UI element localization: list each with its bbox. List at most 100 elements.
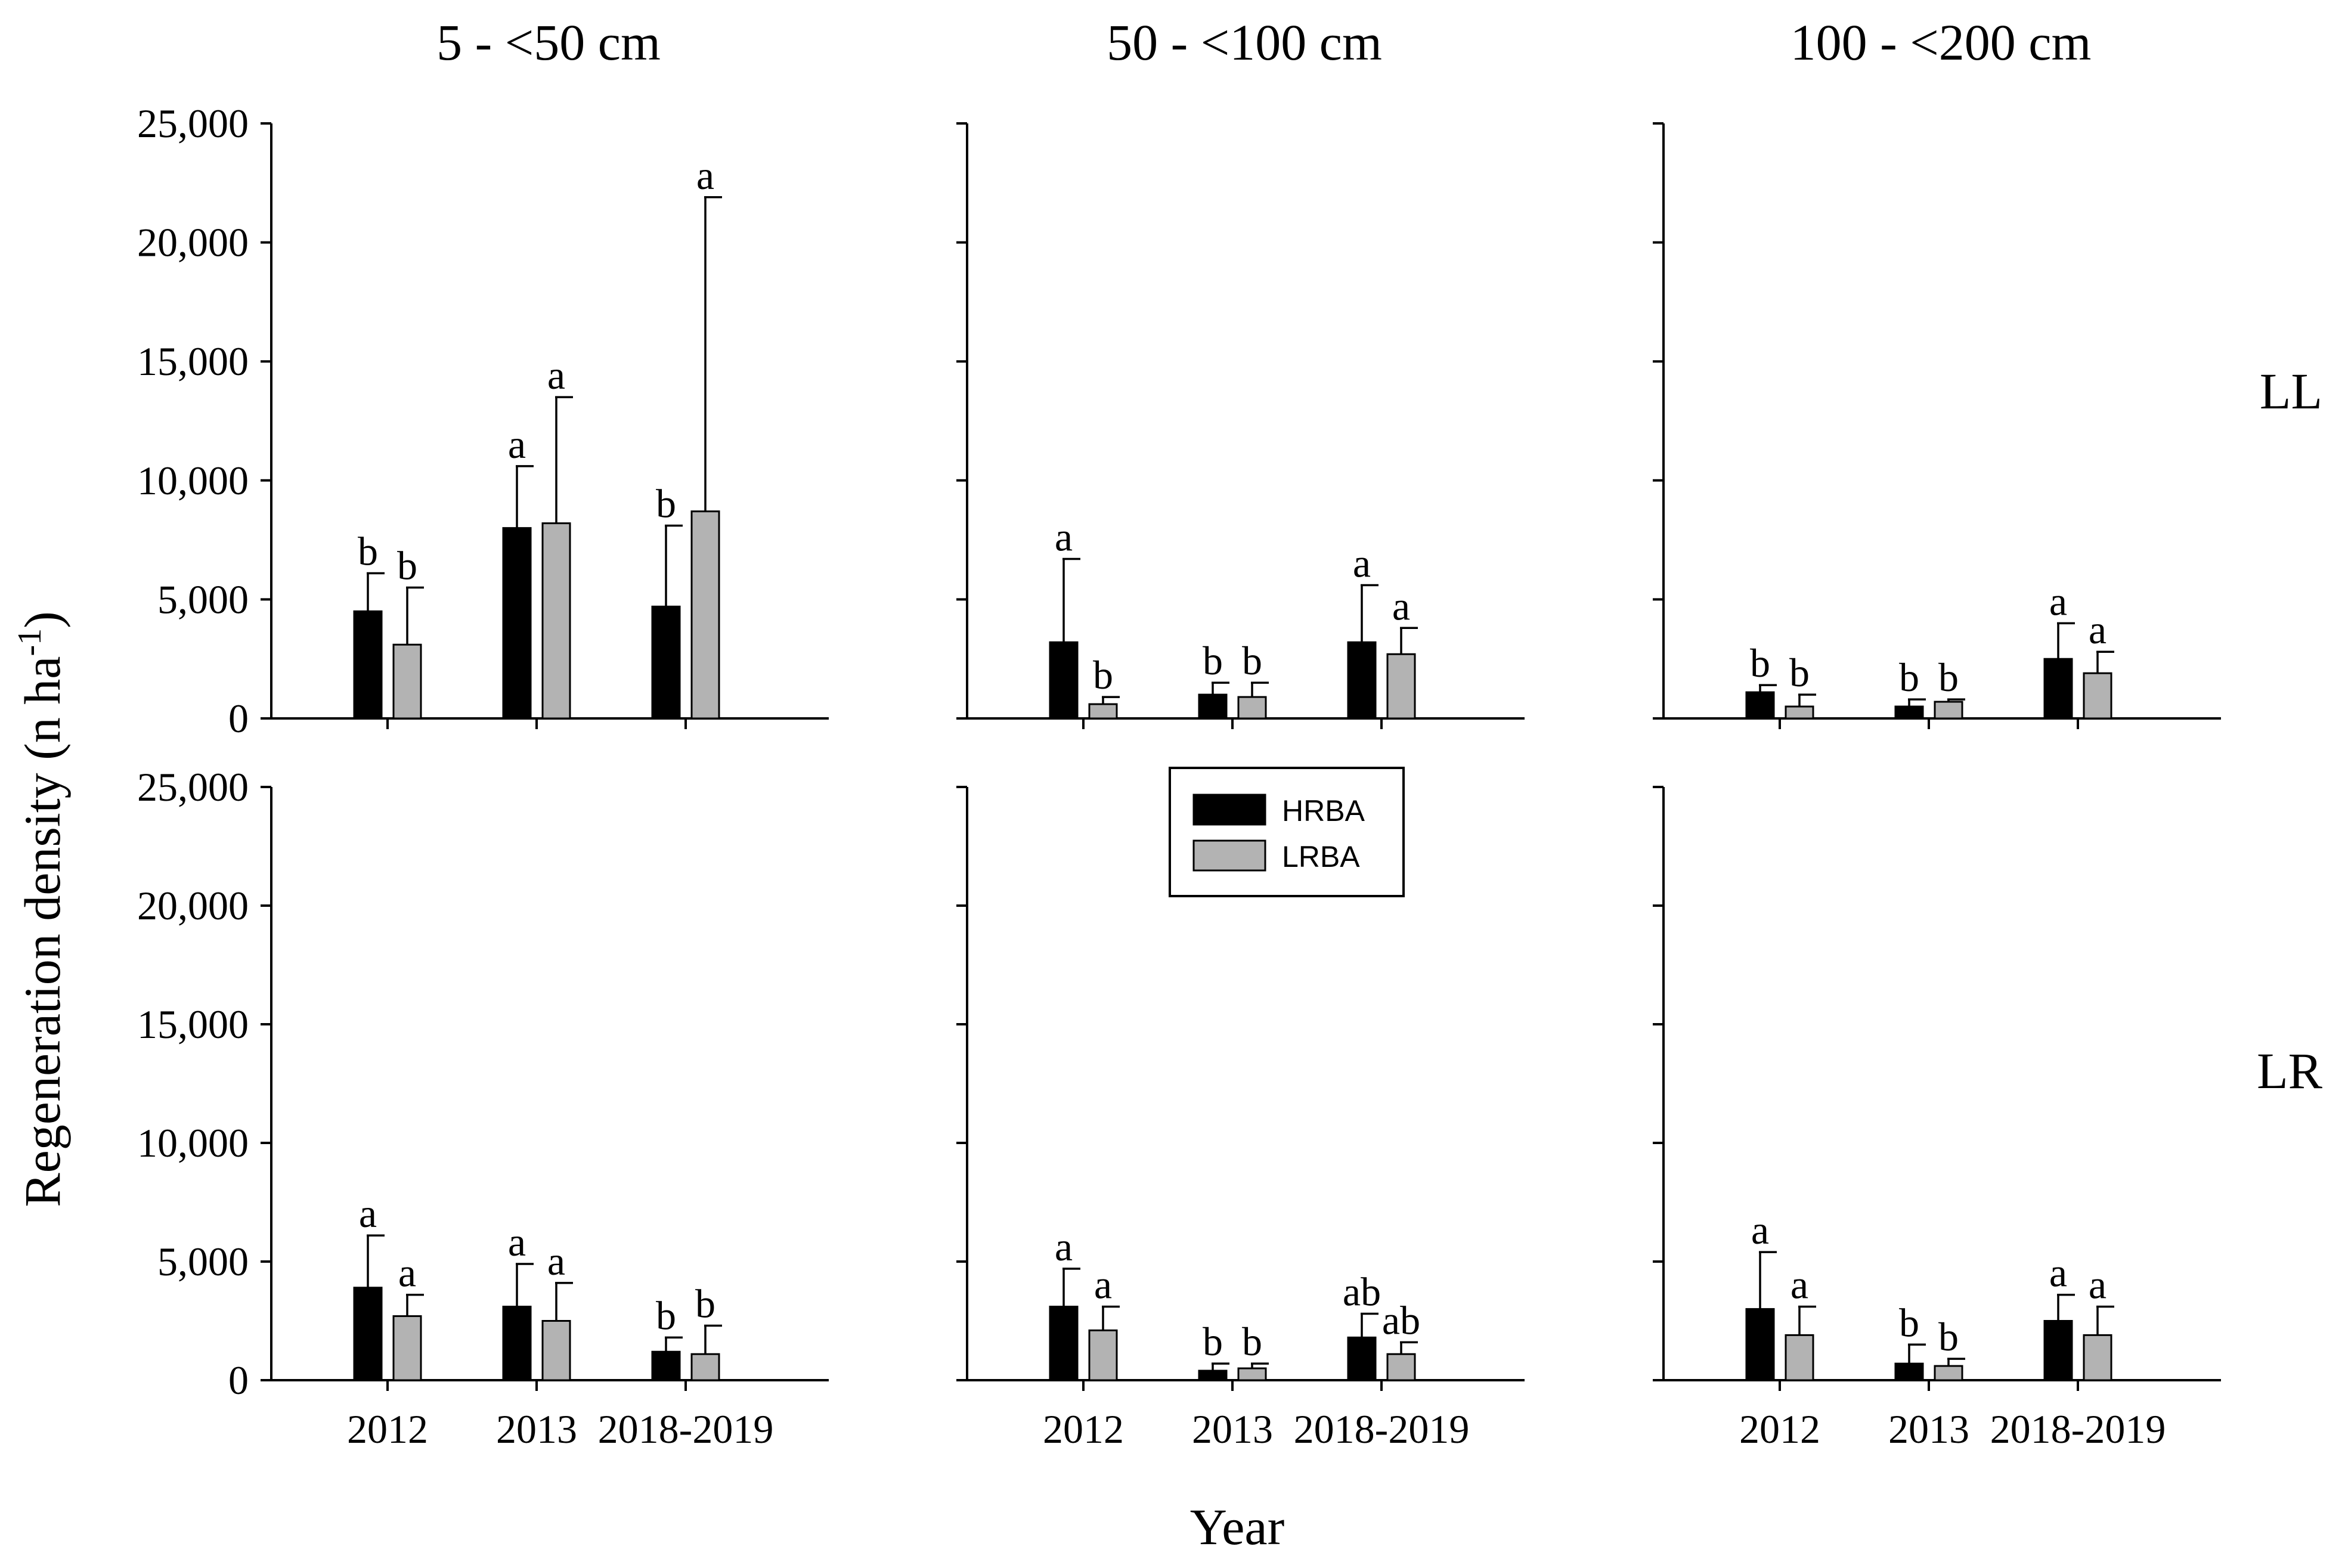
bar-hrba-2018-2019: [651, 1350, 681, 1381]
bar-lrba-2018-2019: [690, 1353, 720, 1381]
bar-lrba-2018-2019: [1386, 1353, 1416, 1381]
panel-ll-100-200-cm: b b b baa: [1653, 122, 2221, 729]
y-tick-label: 5,000: [157, 1239, 249, 1284]
bar-lrba-2018-2019: [2083, 672, 2112, 720]
significance-letter: b: [1938, 1314, 1959, 1359]
bar-lrba-2018-2019: [690, 510, 720, 720]
significance-letter: b: [695, 1281, 715, 1326]
significance-letter: ab: [1343, 1269, 1381, 1315]
significance-letter: b: [1242, 638, 1262, 683]
y-tick-label: 0: [228, 1358, 249, 1403]
bar-hrba-2013: [1198, 693, 1228, 720]
bar-lrba-2013: [1237, 696, 1267, 720]
bar-lrba-2013: [541, 1320, 571, 1381]
bar-hrba-2018-2019: [2043, 658, 2073, 720]
significance-letter: a: [1751, 1207, 1769, 1253]
significance-letter: b: [397, 543, 417, 588]
significance-letter: b: [1242, 1319, 1262, 1364]
y-tick-label: 10,000: [137, 458, 249, 503]
column-title-5-50-cm: 5 - <50 cm: [436, 14, 661, 71]
significance-letter: b: [1938, 655, 1959, 700]
significance-letter: a: [2089, 1262, 2107, 1307]
x-tick-label-2013: 2013: [496, 1406, 577, 1452]
y-tick-label: 20,000: [137, 220, 249, 265]
x-tick-label-2013: 2013: [1888, 1406, 1969, 1452]
bar-hrba-2013: [1894, 705, 1924, 720]
significance-letter: a: [1055, 515, 1073, 560]
bar-lrba-2012: [1088, 703, 1118, 720]
significance-letter: b: [1750, 640, 1770, 686]
y-tick-label: 15,000: [137, 1002, 249, 1047]
significance-letter: b: [1203, 1319, 1223, 1364]
legend: HRBA LRBA: [1169, 767, 1405, 897]
row-label-ll: LL: [2260, 362, 2322, 420]
bar-hrba-2012: [353, 1287, 383, 1381]
significance-letter: a: [696, 153, 714, 198]
legend-box: [1169, 767, 1405, 897]
x-tick-label-2018-2019: 2018-2019: [1294, 1406, 1470, 1452]
significance-letter: a: [1055, 1224, 1073, 1269]
significance-letter: b: [358, 528, 378, 574]
x-tick-label-2018-2019: 2018-2019: [598, 1406, 774, 1452]
bar-lrba-2018-2019: [1386, 653, 1416, 720]
significance-letter: a: [2049, 1250, 2067, 1296]
y-tick-label: 25,000: [137, 101, 249, 146]
bar-hrba-2018-2019: [651, 605, 681, 720]
bar-hrba-2013: [502, 527, 532, 720]
legend-label-lrba: LRBA: [1282, 840, 1360, 873]
bar-hrba-2018-2019: [2043, 1320, 2073, 1381]
significance-letter: a: [1094, 1262, 1112, 1307]
bar-hrba-2013: [1198, 1369, 1228, 1381]
y-tick-label: 0: [228, 696, 249, 741]
bar-hrba-2012: [353, 610, 383, 720]
significance-letter: a: [508, 422, 526, 467]
significance-letter: a: [359, 1191, 377, 1236]
y-tick-label: 10,000: [137, 1120, 249, 1166]
column-title-100-200-cm: 100 - <200 cm: [1790, 14, 2092, 71]
bar-hrba-2013: [1894, 1362, 1924, 1381]
bar-lrba-2013: [1237, 1367, 1267, 1381]
column-title-50-100-cm: 50 - <100 cm: [1107, 14, 1382, 71]
x-tick-label-2012: 2012: [347, 1406, 428, 1452]
bar-lrba-2012: [1785, 705, 1814, 720]
panel-ll-50-100-cm: ab b baa: [956, 122, 1525, 729]
bar-lrba-2013: [1934, 1365, 1963, 1381]
bar-hrba-2018-2019: [1347, 1336, 1377, 1381]
bar-hrba-2013: [502, 1306, 532, 1381]
bar-lrba-2012: [1785, 1334, 1814, 1381]
significance-letter: a: [1353, 540, 1371, 585]
significance-letter: a: [547, 352, 565, 398]
legend-label-hrba: HRBA: [1282, 794, 1365, 828]
significance-letter: a: [2089, 607, 2107, 652]
panel-lr-5-50-cm: 05,00010,00015,00020,00025,0002012aa2013…: [137, 764, 829, 1452]
bar-hrba-2012: [1049, 641, 1079, 720]
significance-letter: b: [656, 481, 676, 526]
x-tick-label-2018-2019: 2018-2019: [1990, 1406, 2166, 1452]
column-titles: 5 - <50 cm 50 - <100 cm 100 - <200 cm: [436, 14, 2091, 71]
bar-lrba-2012: [1088, 1329, 1118, 1381]
legend-swatch-hrba: [1192, 794, 1266, 826]
y-tick-label: 25,000: [137, 764, 249, 810]
x-tick-label-2013: 2013: [1192, 1406, 1273, 1452]
significance-letter: b: [656, 1293, 676, 1338]
significance-letter: b: [1093, 652, 1113, 698]
bar-hrba-2012: [1049, 1306, 1079, 1381]
x-tick-label-2012: 2012: [1043, 1406, 1124, 1452]
significance-letter: b: [1899, 1300, 1919, 1345]
bar-lrba-2012: [392, 643, 422, 720]
significance-letter: ab: [1382, 1297, 1420, 1343]
significance-letter: b: [1789, 650, 1810, 695]
y-tick-label: 5,000: [157, 577, 249, 622]
row-label-lr: LR: [2257, 1042, 2323, 1099]
significance-letter: a: [2049, 578, 2067, 624]
bar-lrba-2013: [1934, 701, 1963, 720]
bar-lrba-2018-2019: [2083, 1334, 2112, 1381]
significance-letter: a: [1392, 583, 1410, 628]
x-axis-label: Year: [1190, 1498, 1284, 1555]
y-tick-label: 20,000: [137, 883, 249, 928]
bar-hrba-2012: [1745, 691, 1775, 720]
